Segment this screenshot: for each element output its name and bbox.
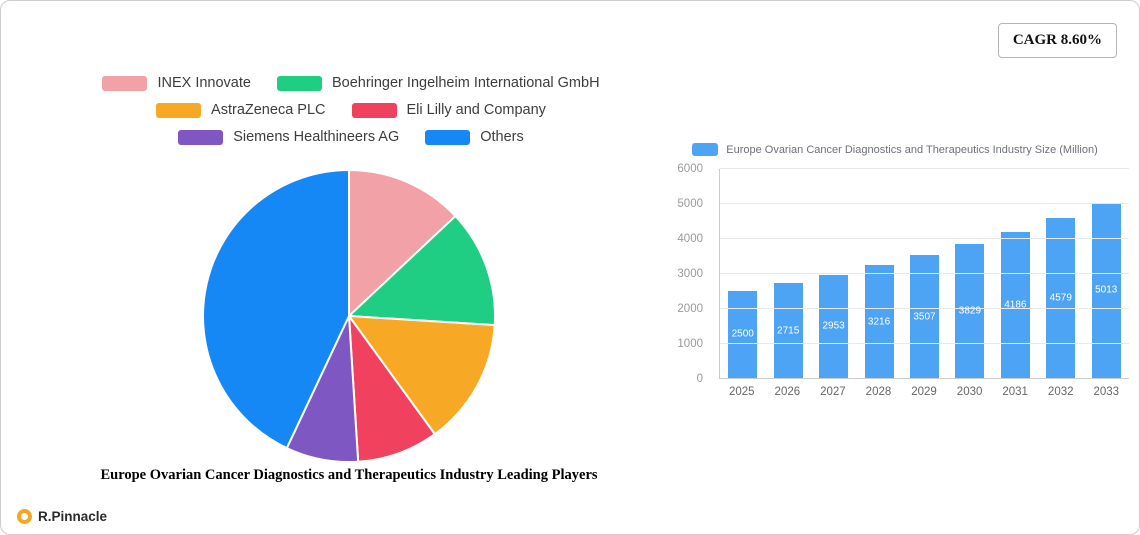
pie-chart-title: Europe Ovarian Cancer Diagnostics and Th… — [100, 467, 598, 483]
bar-value-label: 5013 — [1095, 284, 1118, 296]
bar-2031[interactable]: 4186 — [1000, 231, 1030, 378]
bar-value-label: 4579 — [1049, 292, 1072, 304]
bar-2026[interactable]: 2715 — [773, 283, 803, 378]
cagr-label: CAGR 8.60% — [1012, 32, 1102, 48]
pie-slice-others[interactable] — [202, 169, 350, 450]
bar-value-label: 3507 — [913, 311, 936, 323]
y-tick-label: 0 — [696, 373, 703, 385]
y-tick-label: 3000 — [677, 268, 703, 280]
legend-item-others[interactable]: Others — [425, 129, 524, 145]
legend-swatch — [276, 75, 322, 91]
x-tick-label: 2025 — [728, 386, 755, 398]
pie-legend: INEX Innovate Boehringer Ingelheim Intern… — [41, 75, 661, 156]
y-axis-labels: 0 1000 2000 3000 4000 5000 6000 — [659, 163, 711, 385]
bar-value-label: 3829 — [958, 305, 982, 317]
pie-slice-astrazeneca-plc[interactable] — [348, 315, 496, 436]
grid-line — [720, 273, 1129, 274]
bar-2025[interactable]: 2500 — [728, 290, 758, 378]
bar-slot: 2953 — [811, 274, 856, 378]
pie-slice-eli-lilly-and-company[interactable] — [348, 315, 436, 463]
y-tick-label: 1000 — [677, 338, 703, 350]
pie-slice-boehringer-ingelheim-international-gmbh[interactable] — [348, 215, 496, 327]
legend-swatch — [351, 102, 397, 118]
x-tick-label: 2031 — [1002, 386, 1028, 398]
bar-legend-swatch — [692, 143, 719, 156]
cagr-badge: CAGR 8.60% — [997, 23, 1117, 58]
x-axis-labels: 2025 2026 2027 2028 2029 2030 2031 2032 2033 — [719, 386, 1129, 398]
legend-label: Siemens Healthineers AG — [233, 129, 400, 145]
x-tick-label: 2032 — [1047, 386, 1074, 398]
legend-swatch — [425, 129, 471, 145]
legend-item-siemens-healthineers-ag[interactable]: Siemens Healthineers AG — [178, 129, 399, 145]
bar-slot: 2500 — [720, 290, 765, 378]
logo: R.Pinnacle — [17, 509, 107, 524]
bar-2030[interactable]: 3829 — [955, 244, 985, 378]
bar-chart-legend[interactable]: Europe Ovarian Cancer Diagnostics and Th… — [651, 143, 1139, 156]
bar-plot-area: 0 1000 2000 3000 4000 5000 6000 2500 2715 2953 32… — [677, 163, 1129, 398]
x-tick-label: 2030 — [956, 386, 983, 398]
y-tick-label: 4000 — [677, 233, 703, 245]
bar-slot: 4186 — [993, 231, 1038, 378]
x-tick-label: 2027 — [820, 386, 846, 398]
grid-line — [720, 203, 1129, 204]
legend-swatch — [102, 75, 148, 91]
bar-value-label: 2715 — [777, 325, 800, 336]
plot-grid: 2500 2715 2953 3216 3507 3829 4186 4579 5013 — [719, 168, 1129, 379]
legend-item-inex-innovate[interactable]: INEX Innovate — [102, 75, 251, 91]
bars-container: 2500 2715 2953 3216 3507 3829 4186 4579 5013 — [720, 169, 1129, 378]
bar-value-label: 2500 — [731, 328, 754, 340]
grid-line — [720, 168, 1129, 169]
bar-value-label: 2953 — [822, 320, 845, 332]
pie-slice-inex-innovate[interactable] — [348, 169, 457, 317]
grid-line — [720, 343, 1129, 344]
pie-legend-row: AstraZeneca PLC Eli Lilly and Company — [41, 102, 661, 118]
x-tick-label: 2026 — [774, 386, 801, 398]
pie-legend-row: INEX Innovate Boehringer Ingelheim Intern… — [41, 75, 661, 91]
y-tick-label: 5000 — [677, 198, 703, 210]
x-tick-label: 2033 — [1093, 386, 1120, 398]
legend-label: Boehringer Ingelheim International GmbH — [331, 75, 600, 91]
logo-text: R.Pinnacle — [38, 509, 108, 524]
bar-2033[interactable]: 5013 — [1091, 202, 1121, 378]
bar-2027[interactable]: 2953 — [819, 274, 849, 378]
legend-swatch — [156, 102, 202, 118]
pie-chart — [202, 169, 496, 463]
bar-chart: Europe Ovarian Cancer Diagnostics and Th… — [651, 143, 1139, 398]
bar-slot: 3507 — [902, 255, 947, 378]
bar-2028[interactable]: 3216 — [864, 265, 894, 378]
legend-item-eli-lilly-and-company[interactable]: Eli Lilly and Company — [351, 102, 546, 118]
bar-value-label: 3216 — [867, 316, 891, 328]
legend-label: AstraZeneca PLC — [211, 102, 326, 118]
legend-swatch — [178, 129, 224, 145]
y-tick-label: 2000 — [677, 303, 703, 315]
x-tick-label: 2029 — [911, 386, 937, 398]
legend-label: Others — [480, 129, 524, 145]
legend-label: Eli Lilly and Company — [406, 102, 546, 118]
legend-item-boehringer-ingelheim-international-gmbh[interactable]: Boehringer Ingelheim International GmbH — [276, 75, 600, 91]
bar-slot: 5013 — [1084, 202, 1129, 378]
legend-item-astrazeneca-plc[interactable]: AstraZeneca PLC — [156, 102, 326, 118]
grid-line — [720, 238, 1129, 239]
logo-icon — [17, 509, 32, 524]
bar-slot: 3829 — [947, 244, 992, 378]
pie-legend-row: Siemens Healthineers AG Others — [41, 129, 661, 145]
bar-slot: 3216 — [856, 265, 901, 378]
bar-value-label: 4186 — [1004, 299, 1027, 311]
legend-label: INEX Innovate — [157, 75, 251, 91]
bar-slot: 2715 — [765, 283, 810, 378]
grid-line — [720, 308, 1129, 309]
bar-2029[interactable]: 3507 — [909, 255, 939, 378]
x-tick-label: 2028 — [865, 386, 892, 398]
bar-slot: 4579 — [1038, 217, 1083, 378]
bar-legend-label: Europe Ovarian Cancer Diagnostics and Th… — [726, 143, 1098, 156]
bar-2032[interactable]: 4579 — [1046, 217, 1076, 378]
y-tick-label: 6000 — [677, 163, 703, 175]
